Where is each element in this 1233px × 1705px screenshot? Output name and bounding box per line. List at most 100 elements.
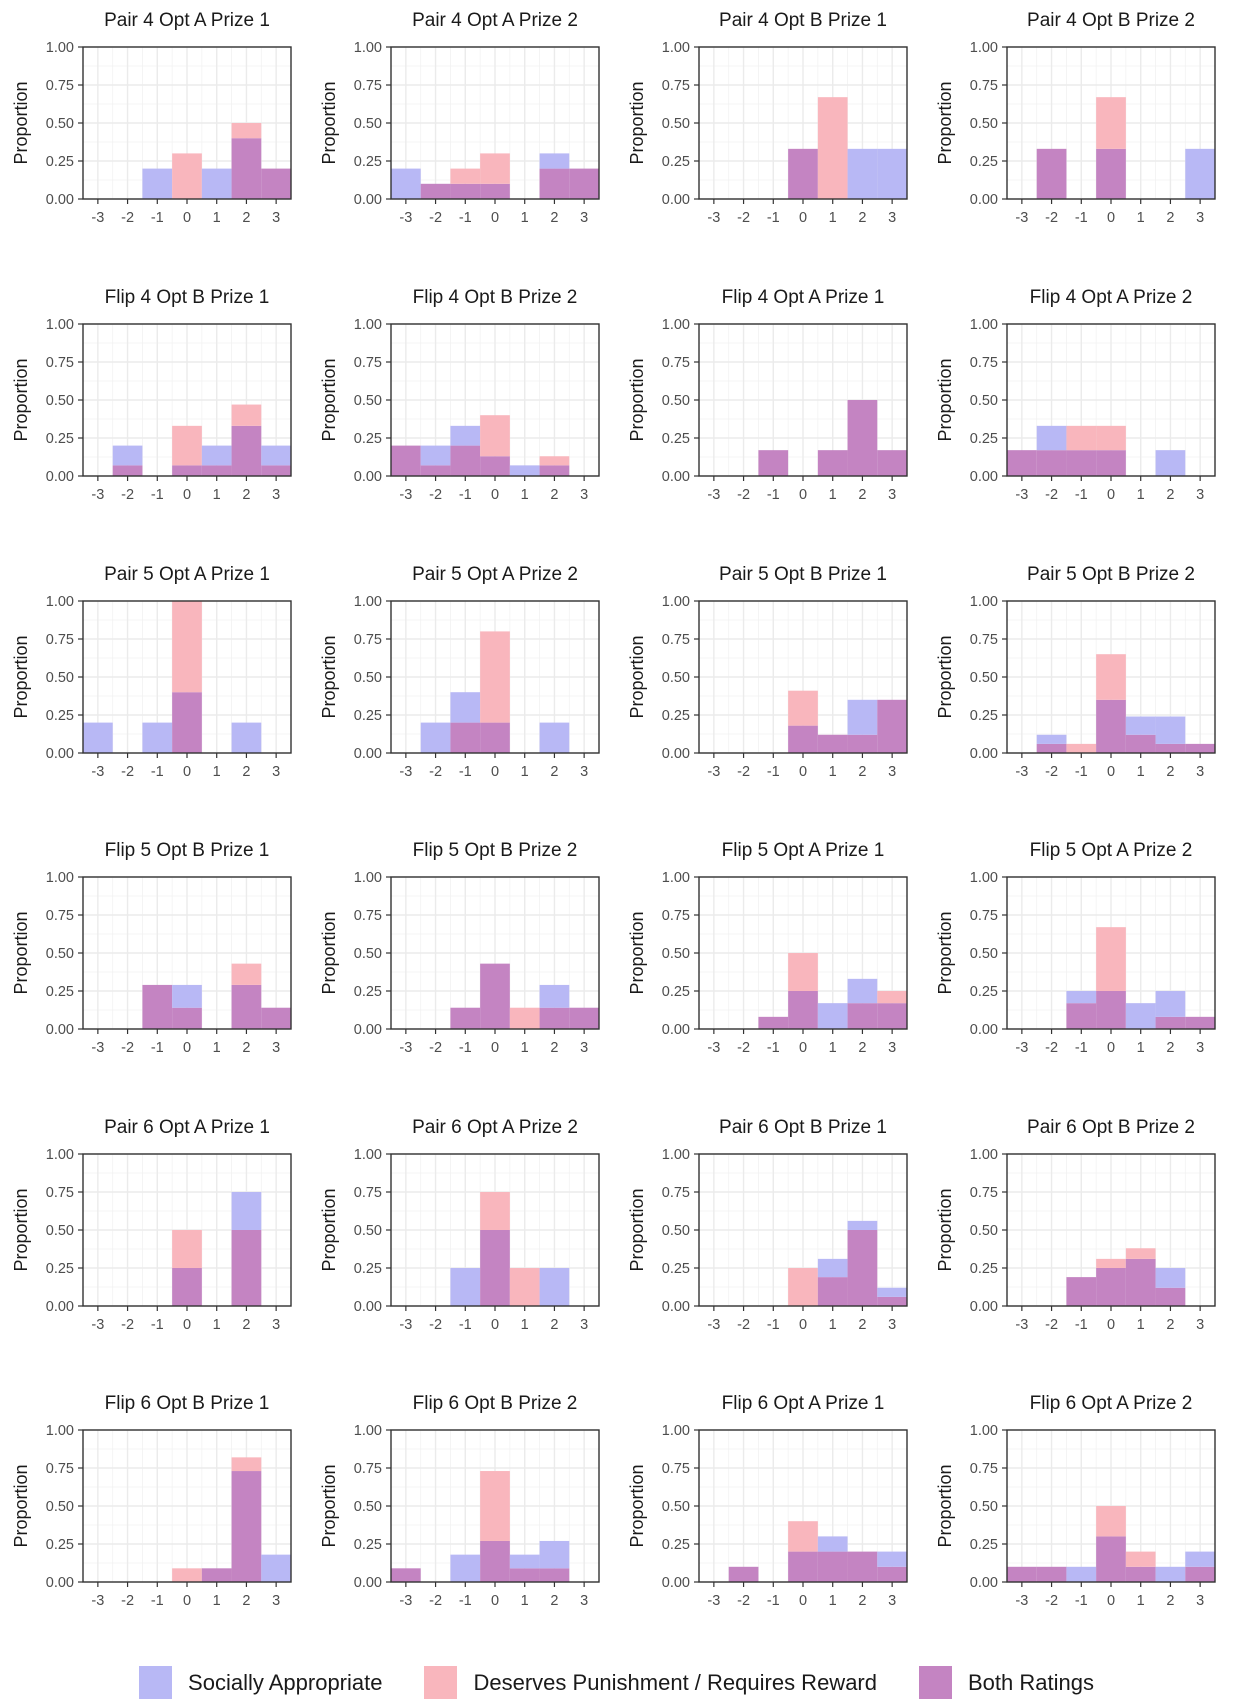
x-tick-label: 0 bbox=[183, 764, 191, 780]
x-tick-label: 0 bbox=[1107, 487, 1115, 503]
bar-deserves-punishment bbox=[172, 1568, 202, 1582]
facet-panel: Pair 4 Opt B Prize 1 0.00 0.25 0.50 0.75 1.00… bbox=[616, 0, 924, 277]
y-tick-label: 1.00 bbox=[970, 1147, 998, 1163]
facet-panel: Pair 4 Opt B Prize 2 0.00 0.25 0.50 0.75 1.00… bbox=[924, 0, 1232, 277]
y-tick-label: 0.00 bbox=[46, 1299, 74, 1315]
y-tick-label: 0.25 bbox=[46, 154, 74, 170]
bar-deserves-punishment bbox=[231, 123, 262, 139]
bar-deserves-punishment bbox=[1066, 743, 1097, 753]
y-tick-label: 0.50 bbox=[970, 1499, 998, 1515]
y-tick-label: 1.00 bbox=[970, 317, 998, 333]
bar-both bbox=[847, 400, 878, 476]
x-tick-label: -2 bbox=[737, 1317, 750, 1333]
x-tick-label: -2 bbox=[1045, 1040, 1058, 1056]
bar-both bbox=[569, 1007, 599, 1029]
facet-title: Flip 5 Opt B Prize 2 bbox=[413, 840, 578, 861]
x-tick-label: 1 bbox=[213, 1593, 221, 1609]
bar-socially-appropriate bbox=[509, 1554, 540, 1569]
x-tick-label: 0 bbox=[1107, 1593, 1115, 1609]
y-tick-label: 0.25 bbox=[662, 984, 690, 1000]
y-tick-label: 0.75 bbox=[662, 1185, 690, 1201]
legend: Socially Appropriate Deserves Punishment… bbox=[0, 1660, 1233, 1705]
x-tick-label: 2 bbox=[242, 1317, 250, 1333]
facet-svg: Pair 6 Opt A Prize 2 0.00 0.25 0.50 0.75 1.00… bbox=[319, 1117, 600, 1333]
x-tick-label: 0 bbox=[183, 210, 191, 226]
bar-both bbox=[172, 692, 202, 753]
bar-both bbox=[201, 1568, 232, 1582]
x-tick-label: 0 bbox=[491, 764, 499, 780]
x-tick-label: -3 bbox=[1015, 764, 1028, 780]
bar-both bbox=[420, 465, 451, 476]
x-tick-label: 3 bbox=[580, 1593, 588, 1609]
y-axis-label: Proportion bbox=[627, 911, 647, 994]
bar-socially-appropriate bbox=[1155, 716, 1186, 744]
facet-svg: Pair 5 Opt B Prize 1 0.00 0.25 0.50 0.75 1.00… bbox=[627, 564, 908, 780]
y-tick-label: 1.00 bbox=[970, 40, 998, 56]
x-tick-label: -3 bbox=[91, 1317, 104, 1333]
y-tick-label: 1.00 bbox=[662, 1147, 690, 1163]
bar-socially-appropriate bbox=[847, 148, 878, 199]
y-tick-label: 0.00 bbox=[970, 1022, 998, 1038]
y-tick-label: 0.00 bbox=[970, 469, 998, 485]
x-tick-label: -3 bbox=[399, 1317, 412, 1333]
bar-socially-appropriate bbox=[877, 1287, 907, 1297]
y-axis-label: Proportion bbox=[627, 1188, 647, 1271]
bar-socially-appropriate bbox=[142, 722, 173, 753]
y-tick-label: 0.50 bbox=[662, 670, 690, 686]
y-tick-label: 0.25 bbox=[354, 1261, 382, 1277]
y-axis-label: Proportion bbox=[11, 1188, 31, 1271]
x-tick-label: -2 bbox=[737, 1593, 750, 1609]
facet-svg: Flip 6 Opt A Prize 1 0.00 0.25 0.50 0.75 1.00… bbox=[627, 1393, 908, 1609]
x-tick-label: -3 bbox=[1015, 1593, 1028, 1609]
y-tick-label: 0.50 bbox=[662, 1499, 690, 1515]
y-tick-label: 0.75 bbox=[970, 355, 998, 371]
y-tick-label: 0.00 bbox=[46, 1022, 74, 1038]
x-tick-label: -1 bbox=[1075, 1317, 1088, 1333]
y-tick-label: 0.25 bbox=[970, 154, 998, 170]
bar-deserves-punishment bbox=[172, 425, 202, 466]
bar-both bbox=[172, 1268, 202, 1306]
bar-both bbox=[480, 1230, 510, 1306]
y-axis-label: Proportion bbox=[319, 358, 339, 441]
x-tick-label: 2 bbox=[1166, 1317, 1174, 1333]
x-tick-label: 0 bbox=[1107, 764, 1115, 780]
x-tick-label: -1 bbox=[151, 764, 164, 780]
x-tick-label: -1 bbox=[767, 1593, 780, 1609]
y-tick-label: 0.75 bbox=[662, 78, 690, 94]
bar-both bbox=[261, 465, 291, 476]
bar-both bbox=[1096, 450, 1126, 476]
bar-both bbox=[1007, 1566, 1037, 1582]
bar-socially-appropriate bbox=[261, 1554, 291, 1582]
bar-socially-appropriate bbox=[1066, 991, 1097, 1004]
bar-both bbox=[450, 722, 481, 753]
x-tick-label: -3 bbox=[1015, 1317, 1028, 1333]
bar-both bbox=[172, 1007, 202, 1029]
y-tick-label: 0.00 bbox=[970, 1575, 998, 1591]
bar-both bbox=[758, 1016, 789, 1029]
bar-socially-appropriate bbox=[539, 1540, 570, 1569]
x-tick-label: 3 bbox=[1196, 764, 1204, 780]
y-tick-label: 0.75 bbox=[662, 1461, 690, 1477]
y-tick-label: 1.00 bbox=[970, 594, 998, 610]
bar-both bbox=[450, 445, 481, 476]
x-tick-label: 1 bbox=[213, 1317, 221, 1333]
x-tick-label: 1 bbox=[213, 764, 221, 780]
facet-panel: Pair 6 Opt A Prize 2 0.00 0.25 0.50 0.75 1.00… bbox=[308, 1107, 616, 1384]
y-tick-label: 1.00 bbox=[662, 40, 690, 56]
facet-panel: Pair 6 Opt A Prize 1 0.00 0.25 0.50 0.75 1.00… bbox=[0, 1107, 308, 1384]
y-tick-label: 0.50 bbox=[46, 1223, 74, 1239]
y-axis-label: Proportion bbox=[935, 911, 955, 994]
bar-deserves-punishment bbox=[480, 153, 510, 184]
x-tick-label: 3 bbox=[888, 1593, 896, 1609]
facet-svg: Flip 4 Opt B Prize 2 0.00 0.25 0.50 0.75 1.00… bbox=[319, 287, 600, 503]
bar-both bbox=[1007, 450, 1037, 476]
facet-svg: Flip 5 Opt B Prize 2 0.00 0.25 0.50 0.75 1.00… bbox=[319, 840, 600, 1056]
bar-socially-appropriate bbox=[1155, 1566, 1186, 1582]
x-tick-label: 1 bbox=[1137, 1317, 1145, 1333]
facet-panel: Pair 5 Opt A Prize 1 0.00 0.25 0.50 0.75 1.00… bbox=[0, 554, 308, 831]
bar-both bbox=[480, 963, 510, 1029]
x-tick-label: 1 bbox=[1137, 1593, 1145, 1609]
y-tick-label: 0.50 bbox=[662, 393, 690, 409]
x-tick-label: 0 bbox=[1107, 210, 1115, 226]
y-tick-label: 0.25 bbox=[46, 1537, 74, 1553]
